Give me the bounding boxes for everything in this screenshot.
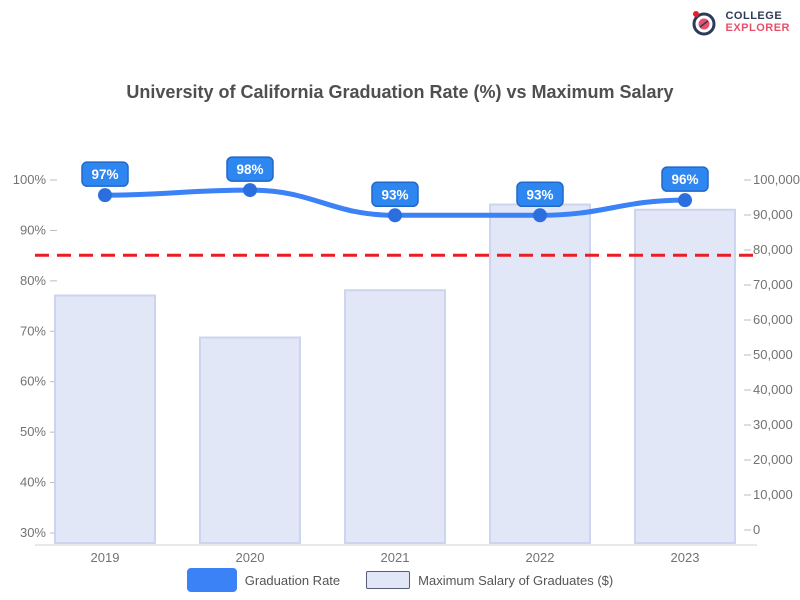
data-point-badge: [81, 161, 129, 187]
data-point-marker: [243, 183, 257, 198]
salary-bar: [634, 208, 736, 544]
data-point-marker: [98, 188, 112, 203]
y-axis-left-tick-label: 70%: [20, 323, 46, 338]
legend-swatch-line: [186, 568, 237, 592]
data-point-badge-label: 97%: [91, 167, 118, 182]
brand-logo-line1: COLLEGE: [725, 10, 783, 23]
legend-swatch-bar: [366, 571, 411, 589]
x-axis-label: 2021: [381, 550, 410, 565]
y-axis-right-tick-label: 0: [753, 522, 760, 537]
data-point-badge-label: 96%: [671, 172, 698, 187]
legend-item-max-salary[interactable]: Maximum Salary of Graduates ($): [366, 571, 613, 589]
data-point-marker: [533, 208, 547, 223]
data-point-badge: [516, 181, 564, 208]
y-axis-left-tick-label: 90%: [20, 222, 46, 237]
data-point-badge: [661, 166, 709, 192]
x-axis-label: 2023: [671, 550, 700, 565]
y-axis-right-tick-label: 50,000: [753, 347, 793, 362]
salary-bar: [344, 289, 446, 544]
y-axis-right-tick-label: 60,000: [753, 312, 793, 327]
y-axis-right-tick-label: 80,000: [753, 242, 793, 257]
data-point-badge-label: 98%: [236, 162, 263, 177]
y-axis-right-tick-label: 70,000: [753, 277, 793, 292]
y-axis-left-tick-label: 30%: [20, 525, 46, 540]
chart-title: University of California Graduation Rate…: [126, 82, 674, 102]
data-point-badge: [226, 156, 274, 182]
y-axis-right-tick-label: 100,000: [753, 172, 800, 187]
salary-bar: [489, 203, 591, 544]
y-axis-right-tick-label: 20,000: [753, 452, 793, 467]
y-axis-right-tick-label: 90,000: [753, 207, 793, 222]
data-point-badge-label: 93%: [526, 187, 553, 202]
x-axis-label: 2020: [236, 550, 265, 565]
brand-logo-icon: [689, 8, 719, 38]
legend-item-graduation-rate[interactable]: Graduation Rate: [186, 568, 341, 592]
y-axis-right-tick-label: 30,000: [753, 417, 793, 432]
brand-logo: COLLEGE EXPLORER: [689, 8, 790, 38]
y-axis-left-tick-label: 80%: [20, 273, 46, 288]
x-axis-label: 2019: [91, 550, 120, 565]
data-point-badge: [371, 181, 419, 208]
y-axis-left-tick-label: 40%: [20, 475, 46, 490]
y-axis-left-tick-label: 100%: [13, 172, 47, 187]
y-axis-left-tick-label: 50%: [20, 424, 46, 439]
legend-label-graduation-rate: Graduation Rate: [244, 572, 341, 588]
y-axis-right-tick-label: 10,000: [753, 487, 793, 502]
salary-bar: [199, 336, 301, 544]
data-point-badge-label: 93%: [381, 187, 408, 202]
y-axis-right-tick-label: 40,000: [753, 382, 793, 397]
data-point-marker: [388, 208, 402, 223]
x-axis-label: 2022: [526, 550, 555, 565]
brand-logo-line2: EXPLORER: [725, 22, 790, 34]
data-point-marker: [678, 193, 692, 208]
legend-label-max-salary: Maximum Salary of Graduates ($): [418, 572, 614, 588]
chart-legend: Graduation Rate Maximum Salary of Gradua…: [0, 568, 800, 592]
salary-bar: [54, 294, 156, 544]
y-axis-left-tick-label: 60%: [20, 374, 46, 389]
